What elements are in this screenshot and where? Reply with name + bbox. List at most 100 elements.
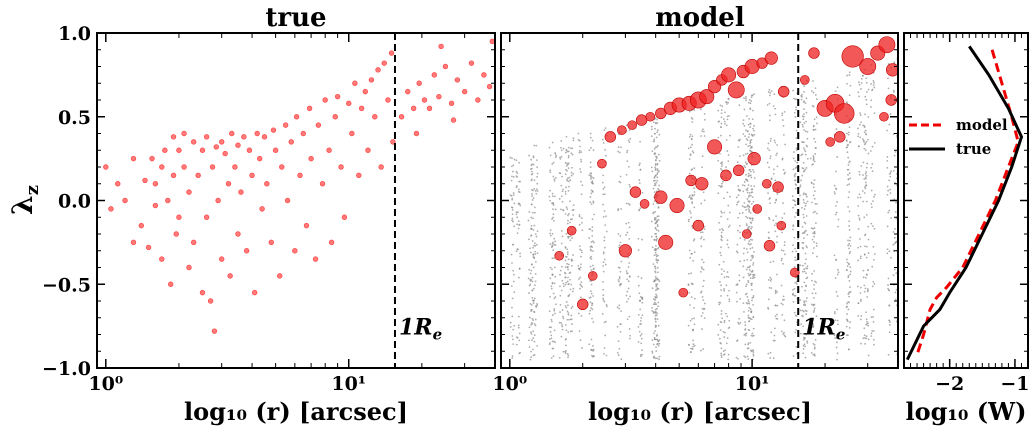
data-point bbox=[416, 80, 422, 86]
orbit-dot bbox=[548, 338, 551, 341]
orbit-dot bbox=[753, 177, 756, 179]
orbit-dot bbox=[564, 173, 567, 176]
orbit-dot bbox=[813, 347, 816, 350]
orbit-dot bbox=[857, 127, 859, 130]
orbit-dot bbox=[799, 121, 802, 124]
orbit-dot bbox=[590, 203, 593, 206]
orbit-dot bbox=[564, 168, 567, 171]
orbit-dot bbox=[533, 144, 536, 147]
orbit-dot bbox=[752, 171, 755, 173]
orbit-dot bbox=[865, 245, 868, 248]
orbit-dot bbox=[803, 90, 805, 93]
orbit-dot bbox=[862, 161, 865, 164]
orbit-dot bbox=[748, 302, 751, 305]
orbit-dot bbox=[774, 201, 777, 204]
orbit-dot bbox=[768, 218, 771, 221]
legend-label-true: true bbox=[956, 140, 991, 158]
orbit-dot bbox=[834, 310, 836, 313]
orbit-dot bbox=[752, 316, 755, 318]
orbit-dot bbox=[638, 330, 641, 333]
orbit-dot bbox=[559, 273, 561, 276]
orbit-dot bbox=[835, 290, 838, 293]
orbit-dot bbox=[655, 253, 658, 256]
orbit-dot bbox=[858, 238, 861, 240]
orbit-dot bbox=[774, 113, 777, 116]
orbit-dot bbox=[533, 323, 536, 325]
orbit-dot bbox=[889, 321, 891, 324]
orbit-dot bbox=[652, 298, 655, 301]
orbit-dot bbox=[795, 137, 798, 139]
orbit-dot bbox=[654, 159, 657, 162]
orbit-dot bbox=[752, 129, 755, 132]
orbit-dot bbox=[752, 169, 754, 171]
orbit-dot bbox=[873, 112, 876, 115]
orbit-dot bbox=[532, 330, 535, 333]
orbit-dot bbox=[782, 202, 784, 204]
orbit-dot bbox=[728, 326, 731, 329]
orbit-dot bbox=[572, 204, 575, 206]
orbit-dot bbox=[561, 309, 564, 311]
orbit-dot bbox=[535, 188, 538, 191]
orbit-dot bbox=[812, 252, 814, 255]
orbit-dot bbox=[718, 303, 721, 306]
orbit-dot bbox=[865, 77, 868, 80]
orbit-dot bbox=[849, 273, 852, 276]
orbit-dot bbox=[739, 155, 741, 158]
orbit-dot bbox=[656, 144, 659, 147]
orbit-dot bbox=[554, 312, 556, 315]
orbit-dot bbox=[836, 156, 839, 158]
orbit-dot bbox=[737, 229, 739, 232]
orbit-dot bbox=[848, 172, 851, 175]
orbit-dot bbox=[654, 275, 657, 278]
orbit-dot bbox=[720, 122, 723, 125]
orbit-dot bbox=[889, 113, 892, 115]
orbit-dot bbox=[805, 272, 808, 275]
orbit-dot bbox=[700, 349, 702, 352]
orbit-dot bbox=[581, 184, 584, 187]
orbit-dot bbox=[848, 263, 850, 266]
orbit-dot bbox=[530, 263, 533, 266]
orbit-dot bbox=[566, 318, 569, 321]
orbit-dot bbox=[812, 323, 815, 326]
orbit-dot bbox=[866, 320, 868, 323]
orbit-dot bbox=[516, 223, 518, 226]
orbit-dot bbox=[814, 87, 817, 90]
data-point bbox=[190, 239, 197, 246]
data-point bbox=[149, 155, 155, 162]
orbit-dot bbox=[768, 216, 770, 219]
orbit-dot bbox=[776, 165, 779, 168]
data-point bbox=[181, 164, 187, 170]
orbit-dot bbox=[567, 295, 570, 297]
weighted-orbit-point bbox=[566, 225, 577, 236]
orbit-dot bbox=[749, 170, 752, 173]
orbit-dot bbox=[720, 162, 722, 165]
orbit-dot bbox=[887, 189, 890, 192]
orbit-dot bbox=[510, 285, 513, 287]
orbit-dot bbox=[652, 212, 655, 215]
orbit-dot bbox=[815, 116, 818, 119]
orbit-dot bbox=[531, 339, 533, 342]
orbit-dot bbox=[690, 146, 692, 149]
orbit-dot bbox=[551, 195, 554, 197]
orbit-dot bbox=[805, 245, 808, 247]
orbit-dot bbox=[865, 200, 868, 203]
orbit-dot bbox=[735, 203, 738, 206]
orbit-dot bbox=[799, 332, 802, 335]
orbit-dot bbox=[693, 191, 696, 193]
x-tick-label: 10¹ bbox=[331, 373, 366, 395]
orbit-dot bbox=[814, 280, 816, 283]
data-point bbox=[421, 97, 428, 103]
orbit-dot bbox=[511, 206, 514, 209]
orbit-dot bbox=[602, 297, 604, 300]
orbit-dot bbox=[720, 231, 723, 234]
orbit-dot bbox=[743, 164, 746, 167]
orbit-dot bbox=[784, 171, 786, 174]
orbit-dot bbox=[802, 141, 804, 144]
orbit-dot bbox=[656, 179, 659, 182]
orbit-dot bbox=[703, 317, 706, 320]
orbit-dot bbox=[767, 306, 769, 309]
orbit-dot bbox=[655, 296, 658, 299]
x-tick-label: 10⁰ bbox=[492, 373, 527, 395]
orbit-dot bbox=[816, 202, 818, 205]
